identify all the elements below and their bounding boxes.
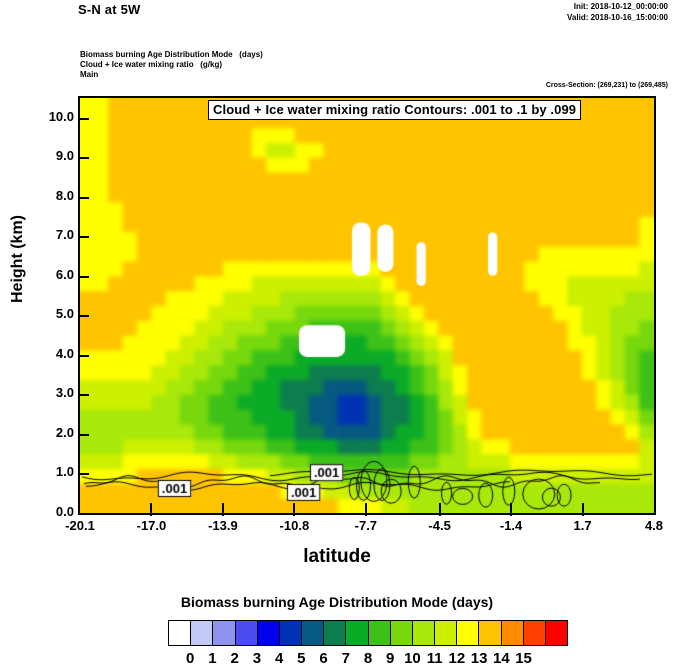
- colorbar-tick-label: 7: [341, 650, 350, 667]
- x-tick-mark: [438, 503, 441, 516]
- colorbar-cell[interactable]: [169, 621, 192, 645]
- x-tick-mark: [581, 503, 584, 516]
- x-axis-title: latitude: [303, 546, 371, 567]
- y-tick-mark: [78, 157, 89, 160]
- x-tick-mark: [364, 503, 367, 516]
- page-title: S-N at 5W: [78, 2, 141, 17]
- y-tick-mark: [78, 394, 89, 397]
- y-tick-mark: [78, 315, 89, 318]
- colorbar-cell[interactable]: [435, 621, 458, 645]
- x-tick-label: -4.5: [428, 518, 451, 533]
- colorbar-cell[interactable]: [235, 621, 258, 645]
- x-tick-label: -13.9: [208, 518, 238, 533]
- subtitle-line-3: Main: [80, 70, 99, 79]
- x-tick-mark: [510, 503, 513, 516]
- y-axis-ticks: 0.0 1.0 2.0 3.0 4.0 5.0 6.0 7.0 8.0 9.0 10.0: [18, 96, 74, 519]
- colorbar-cell[interactable]: [390, 621, 413, 645]
- y-tick-mark: [78, 236, 89, 239]
- colorbar-tick-label: 4: [274, 650, 284, 667]
- colorbar-tick-label: 2: [230, 650, 239, 667]
- colorbar-cell[interactable]: [368, 621, 391, 645]
- colorbar-tick-label: 12: [448, 650, 466, 667]
- x-tick-label: -1.4: [499, 518, 523, 533]
- y-tick-label: 0.0: [55, 504, 74, 519]
- plot-area: [78, 96, 656, 515]
- colorbar-cell[interactable]: [213, 621, 236, 645]
- colorbar-tick-label: 3: [252, 650, 262, 667]
- init-time-label: Init: 2018-10-12_00:00:00: [573, 2, 668, 11]
- colorbar-tick-label: 11: [426, 650, 443, 667]
- colorbar-tick-label: 13: [470, 650, 488, 667]
- y-tick-label: 3.0: [55, 385, 74, 401]
- colorbar-tick-labels: 0 1 2 3 4 5 6 7 8 9 10 11 12 13 14 15: [0, 650, 674, 670]
- colorbar-cell[interactable]: [457, 621, 480, 645]
- x-tick-label: -10.8: [279, 518, 310, 533]
- y-tick-label: 1.0: [55, 464, 74, 480]
- colorbar-cell[interactable]: [302, 621, 325, 645]
- colorbar-cell[interactable]: [501, 621, 524, 645]
- contour-field-canvas: [80, 98, 654, 513]
- colorbar-tick-label: 0: [186, 650, 195, 667]
- y-tick-mark: [78, 196, 89, 199]
- x-tick-label: 4.8: [644, 518, 664, 533]
- valid-time-label: Valid: 2018-10-16_15:00:00: [567, 13, 668, 22]
- y-tick-label: 8.0: [55, 187, 74, 203]
- y-tick-label: 2.0: [55, 424, 74, 440]
- colorbar-tick-label: 14: [492, 650, 510, 667]
- y-tick-mark: [78, 473, 89, 476]
- subtitle-line-1: Biomass burning Age Distribution Mode (d…: [80, 50, 263, 59]
- x-tick-label: -7.7: [354, 518, 378, 533]
- x-axis-ticks: -20.1 -17.0 -13.9 -10.8 -7.7 -4.5 -1.4 1.7 4.8: [0, 518, 674, 540]
- colorbar-cell[interactable]: [412, 621, 436, 645]
- colorbar[interactable]: [168, 620, 568, 646]
- y-tick-label: 4.0: [55, 345, 74, 361]
- x-tick-label: 1.7: [573, 518, 592, 533]
- colorbar-tick-label: 5: [297, 650, 306, 667]
- y-tick-label: 10.0: [48, 108, 74, 124]
- x-tick-mark: [293, 503, 296, 516]
- subtitle-line-2: Cloud + Ice water mixing ratio (g/kg): [80, 60, 223, 69]
- x-tick-label: -17.0: [136, 518, 167, 533]
- colorbar-cell[interactable]: [479, 621, 502, 645]
- y-tick-label: 6.0: [55, 266, 74, 282]
- colorbar-title: Biomass burning Age Distribution Mode (d…: [180, 594, 494, 610]
- y-tick-label: 7.0: [55, 227, 74, 243]
- colorbar-tick-label: 6: [319, 650, 328, 667]
- cross-section-label: Cross-Section: (269,231) to (269,485): [545, 82, 668, 89]
- y-tick-mark: [78, 117, 89, 120]
- colorbar-cell[interactable]: [324, 621, 347, 645]
- y-tick-mark: [78, 354, 89, 357]
- y-tick-label: 9.0: [55, 148, 74, 164]
- colorbar-tick-label: 15: [515, 650, 532, 667]
- x-tick-label: -20.1: [65, 518, 95, 533]
- colorbar-cell[interactable]: [191, 621, 214, 645]
- contour-title-box: Cloud + Ice water mixing ratio Contours:…: [208, 100, 582, 120]
- y-tick-mark: [78, 275, 89, 278]
- colorbar-tick-label: 1: [208, 650, 217, 667]
- colorbar-cell[interactable]: [257, 621, 280, 645]
- x-tick-mark: [150, 503, 153, 516]
- x-tick-mark: [221, 503, 224, 516]
- colorbar-cell[interactable]: [545, 621, 568, 645]
- colorbar-tick-label: 10: [404, 650, 421, 667]
- y-tick-mark: [78, 433, 89, 436]
- colorbar-cell[interactable]: [523, 621, 546, 645]
- colorbar-tick-label: 9: [386, 650, 395, 667]
- subtitle-block: Biomass burning Age Distribution Mode (d…: [80, 50, 263, 80]
- colorbar-cell[interactable]: [279, 621, 303, 645]
- colorbar-cell[interactable]: [346, 621, 369, 645]
- y-tick-label: 5.0: [55, 306, 74, 322]
- colorbar-tick-label: 8: [363, 650, 373, 667]
- y-axis-title: Height (km): [9, 215, 26, 303]
